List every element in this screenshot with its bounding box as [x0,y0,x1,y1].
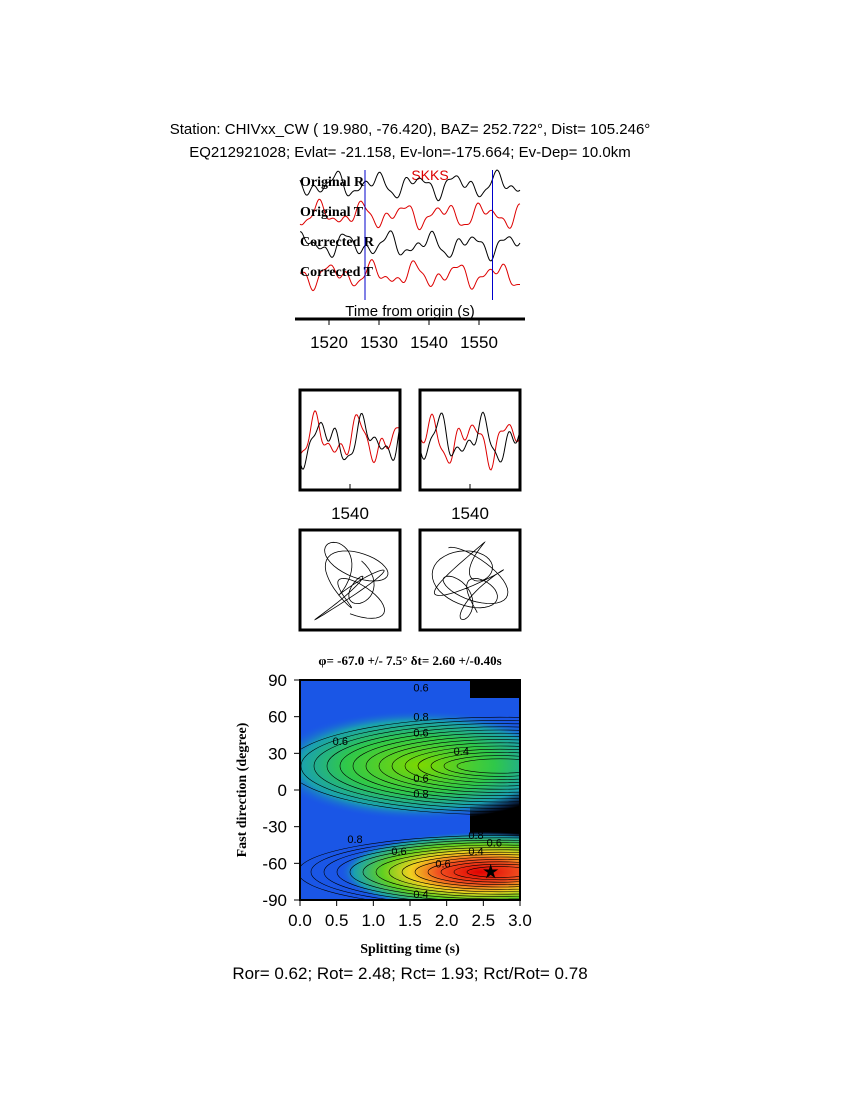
contour-label: 0.6 [333,736,348,748]
x-tick-label: 1.0 [362,911,386,930]
waveform [299,412,401,471]
waveform [299,259,520,292]
x-tick-label: 2.0 [435,911,459,930]
contour-line [453,863,520,881]
contour-line [388,851,520,893]
contour-line [427,859,520,885]
y-axis-label: Fast direction (degree) [235,722,250,857]
x-tick-label: 3.0 [508,911,532,930]
minimum-zone [340,832,520,900]
trace-label: Corrected R [300,235,375,250]
contour-line [417,748,520,784]
contour-label: 0.4 [413,889,428,901]
contour-line [365,736,520,796]
y-tick-label: 0 [278,781,287,800]
contour-line [404,745,520,787]
contour-label: 0.6 [435,858,450,870]
contour-label: 0.6 [487,838,502,850]
phase-label: SKKS [411,167,448,183]
y-tick-label: -30 [262,818,287,837]
contour-line [456,758,520,774]
y-tick-label: 90 [268,671,287,690]
y-tick-label: -60 [262,854,287,873]
footer-stats: Ror= 0.62; Rot= 2.48; Rct= 1.93; Rct/Rot… [232,964,587,983]
x-tick-label: 1530 [360,333,398,352]
x-tick-label: 1540 [331,504,369,523]
contour-label: 0.8 [468,830,483,842]
waveform [299,198,521,231]
contour-line [300,835,520,900]
header-line: EQ212921028; Evlat= -21.158, Ev-lon=-175… [189,144,631,161]
waveform [299,230,521,262]
contour-line [362,847,520,897]
x-axis-label: Time from origin (s) [345,303,474,320]
contour-map [300,680,520,900]
contour-label: 0.8 [413,712,428,724]
y-tick-label: 30 [268,744,287,763]
x-tick-label: 1540 [410,333,448,352]
x-tick-label: 1550 [460,333,498,352]
contour-label: 0.8 [347,834,362,846]
contour-line [326,726,520,806]
contour-label: 0.4 [454,746,469,758]
contour-line [375,849,520,895]
contour-label: 0.6 [391,846,406,858]
x-tick-label: 0.5 [325,911,349,930]
waveform [419,411,521,463]
grid-title: φ= -67.0 +/- 7.5° δt= 2.60 +/-0.40s [318,653,501,668]
contour-line [414,856,520,888]
contour-line [391,742,520,790]
contour-label: 0.4 [468,846,483,858]
panel-frame [298,388,402,492]
x-tick-label: 1520 [310,333,348,352]
contour-line [443,755,520,777]
contour-line [313,723,520,809]
dark-zone [470,680,520,698]
y-tick-label: 60 [268,708,287,727]
panel-frame [418,528,522,632]
particle-motion [431,541,509,621]
y-tick-label: -90 [262,891,287,910]
x-tick-label: 0.0 [288,911,312,930]
waveform [299,410,401,464]
x-tick-label: 1.5 [398,911,422,930]
contour-label: 0.6 [413,682,428,694]
contour-line [352,732,520,800]
waveform [299,169,521,202]
contour-line [430,752,520,780]
x-tick-label: 1540 [451,504,489,523]
trace-label: Original T [300,205,364,220]
minimum-zone [300,710,520,820]
waveform [419,413,521,471]
contour-line [300,716,520,816]
contour-label: 0.6 [413,728,428,740]
contour-line [466,866,520,878]
best-fit-star [483,863,499,879]
header-line: Station: CHIVxx_CW ( 19.980, -76.420), B… [170,121,651,138]
contour-line [378,739,520,793]
trace-label: Corrected T [300,265,374,280]
contour-label: 0.6 [413,773,428,785]
panel-frame [298,528,402,632]
x-axis-label: Splitting time (s) [360,942,460,957]
contour-label: 0.8 [413,789,428,801]
particle-motion [314,541,389,621]
contour-line [310,837,520,900]
contour-line [339,729,520,803]
contour-line [440,861,520,883]
contour-line [336,842,520,900]
contour-line [401,854,520,890]
trace-label: Original R [300,175,365,190]
x-tick-label: 2.5 [472,911,496,930]
contour-line [323,839,520,900]
